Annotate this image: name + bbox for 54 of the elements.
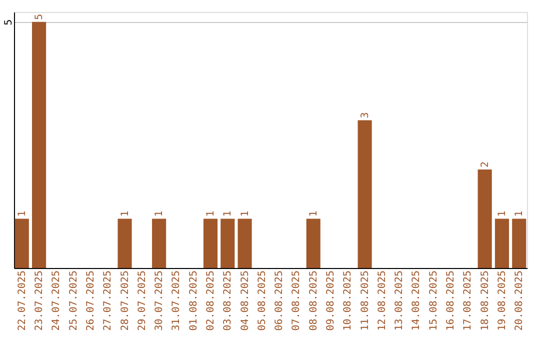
x-tick-label: 05.08.2025 [256, 270, 268, 331]
bar [220, 218, 235, 268]
data-label: 1 [154, 210, 166, 217]
data-label: 1 [308, 210, 320, 217]
x-tick-label: 11.08.2025 [360, 270, 371, 331]
x-tick-label: 31.07.2025 [171, 270, 182, 331]
x-tick-label: 10.08.2025 [342, 270, 354, 331]
bar [203, 218, 218, 268]
bar [478, 170, 492, 268]
data-label: 1 [16, 210, 28, 217]
data-label: 1 [240, 210, 251, 217]
x-tick-label: 26.07.2025 [85, 270, 96, 331]
x-tick-label: 06.08.2025 [274, 270, 286, 331]
x-tick-label: 08.08.2025 [308, 270, 320, 331]
bar [494, 218, 509, 268]
data-label: 1 [222, 210, 234, 217]
x-tick-label: 27.07.2025 [102, 270, 114, 331]
bar [238, 218, 252, 268]
bar [152, 218, 166, 268]
bar [306, 218, 320, 268]
x-tick-label: 19.08.2025 [496, 270, 508, 331]
bar [32, 22, 46, 268]
x-tick-label: 14.08.2025 [411, 270, 422, 331]
data-label: 3 [360, 112, 371, 118]
bar [118, 218, 132, 268]
bar [14, 218, 29, 268]
data-label: 1 [514, 210, 526, 217]
x-tick-label: 17.08.2025 [462, 270, 474, 331]
x-tick-label: 24.07.2025 [51, 270, 62, 331]
data-label: 2 [480, 162, 491, 168]
data-label: 5 [34, 14, 46, 20]
x-tick-label: 04.08.2025 [240, 270, 251, 331]
x-tick-label: 01.08.2025 [188, 270, 200, 331]
data-label: 1 [120, 210, 131, 217]
x-tick-label: 03.08.2025 [222, 270, 234, 331]
x-tick-label: 30.07.2025 [154, 270, 166, 331]
x-tick-label: 16.08.2025 [446, 270, 457, 331]
bar [512, 218, 526, 268]
data-label: 1 [496, 210, 508, 217]
x-tick-label: 07.08.2025 [291, 270, 302, 331]
x-tick-label: 18.08.2025 [480, 270, 491, 331]
x-tick-label: 22.07.2025 [16, 270, 28, 331]
x-tick-label: 02.08.2025 [205, 270, 216, 331]
x-tick-label: 23.07.2025 [34, 270, 46, 331]
x-tick-label: 25.07.2025 [68, 270, 80, 331]
bar [358, 120, 372, 268]
x-tick-label: 20.08.2025 [514, 270, 526, 331]
x-tick-label: 28.07.2025 [120, 270, 131, 331]
x-tick-label: 15.08.2025 [428, 270, 440, 331]
x-tick-label: 13.08.2025 [394, 270, 406, 331]
x-tick-label: 12.08.2025 [376, 270, 388, 331]
data-label: 1 [205, 210, 216, 217]
x-tick-label: 09.08.2025 [326, 270, 337, 331]
x-tick-label: 29.07.2025 [136, 270, 148, 331]
